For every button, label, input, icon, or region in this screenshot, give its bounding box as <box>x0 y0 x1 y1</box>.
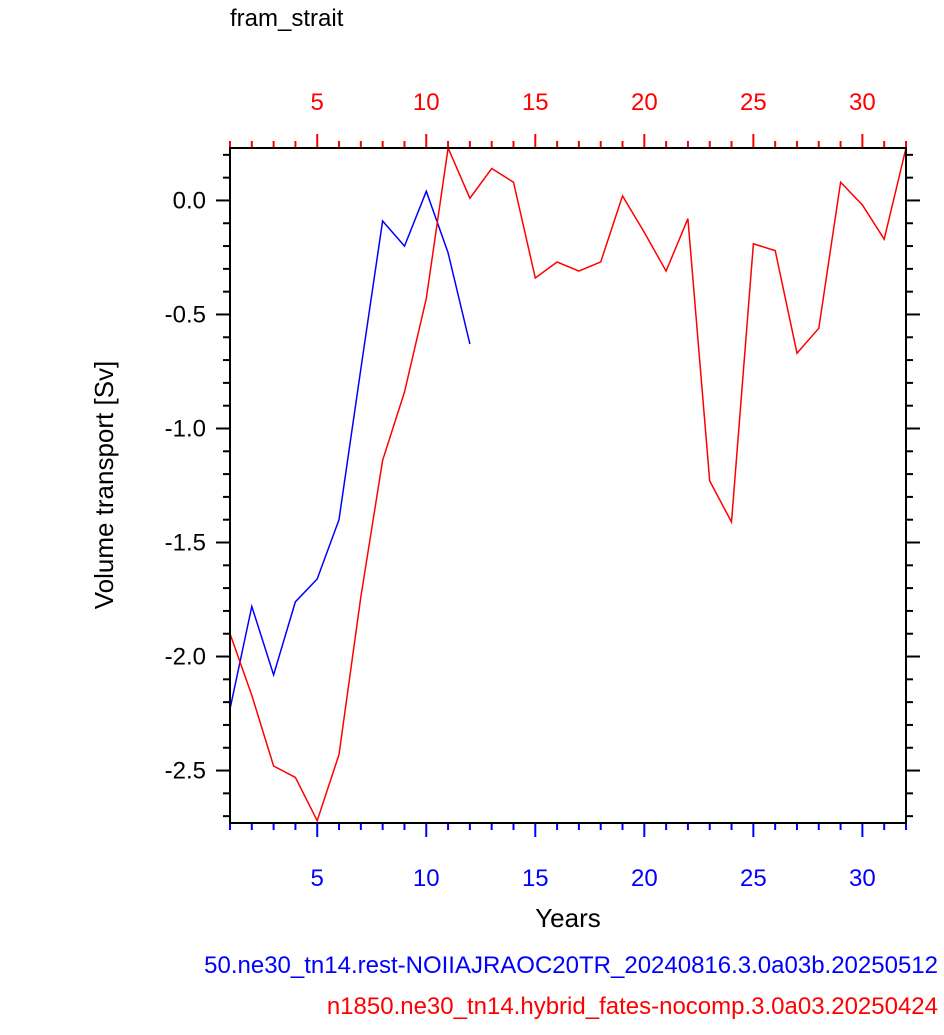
chart-title: fram_strait <box>230 5 344 32</box>
x-axis-label: Years <box>535 903 601 933</box>
y-tick-label: -1.5 <box>165 530 206 557</box>
bottom-x-tick-label: 30 <box>849 865 876 892</box>
case-name-blue: 50.ne30_tn14.rest-NOIIAJRAOC20TR_2024081… <box>204 952 938 979</box>
top-x-tick-label: 5 <box>311 89 324 116</box>
plot-frame <box>229 147 907 824</box>
bottom-x-tick-label: 15 <box>522 865 549 892</box>
bottom-x-tick-label: 20 <box>631 865 658 892</box>
bottom-x-tick-label: 25 <box>740 865 767 892</box>
top-x-tick-label: 20 <box>631 89 658 116</box>
y-axis-label: Volume transport [Sv] <box>89 361 119 610</box>
top-x-tick-label: 25 <box>740 89 767 116</box>
y-tick-label: 0.0 <box>173 187 206 214</box>
top-x-tick-label: 10 <box>413 89 440 116</box>
y-tick-label: -1.0 <box>165 415 206 442</box>
series-layer <box>229 145 907 823</box>
bottom-x-tick-label: 10 <box>413 865 440 892</box>
series-line-blue <box>229 189 471 710</box>
case-name-red: n1850.ne30_tn14.hybrid_fates-nocomp.3.0a… <box>326 993 938 1020</box>
series-line-red <box>229 145 907 823</box>
right-y-axis <box>906 153 920 818</box>
y-tick-label: -0.5 <box>165 301 206 328</box>
bottom-x-axis: 5 10 15 20 25 30 <box>229 823 907 892</box>
left-y-axis: 0.0 -0.5 -1.0 -1.5 -2.0 -2.5 <box>165 153 230 818</box>
top-x-axis: 5 10 15 20 25 30 <box>229 89 907 148</box>
y-tick-label: -2.0 <box>165 644 206 671</box>
bottom-x-tick-label: 5 <box>311 865 324 892</box>
top-x-tick-label: 15 <box>522 89 549 116</box>
line-chart: fram_strait 5 10 15 20 25 30 5 10 15 20 25 30 0.0 -… <box>89 5 920 933</box>
y-tick-label: -2.5 <box>165 758 206 785</box>
top-x-tick-label: 30 <box>849 89 876 116</box>
